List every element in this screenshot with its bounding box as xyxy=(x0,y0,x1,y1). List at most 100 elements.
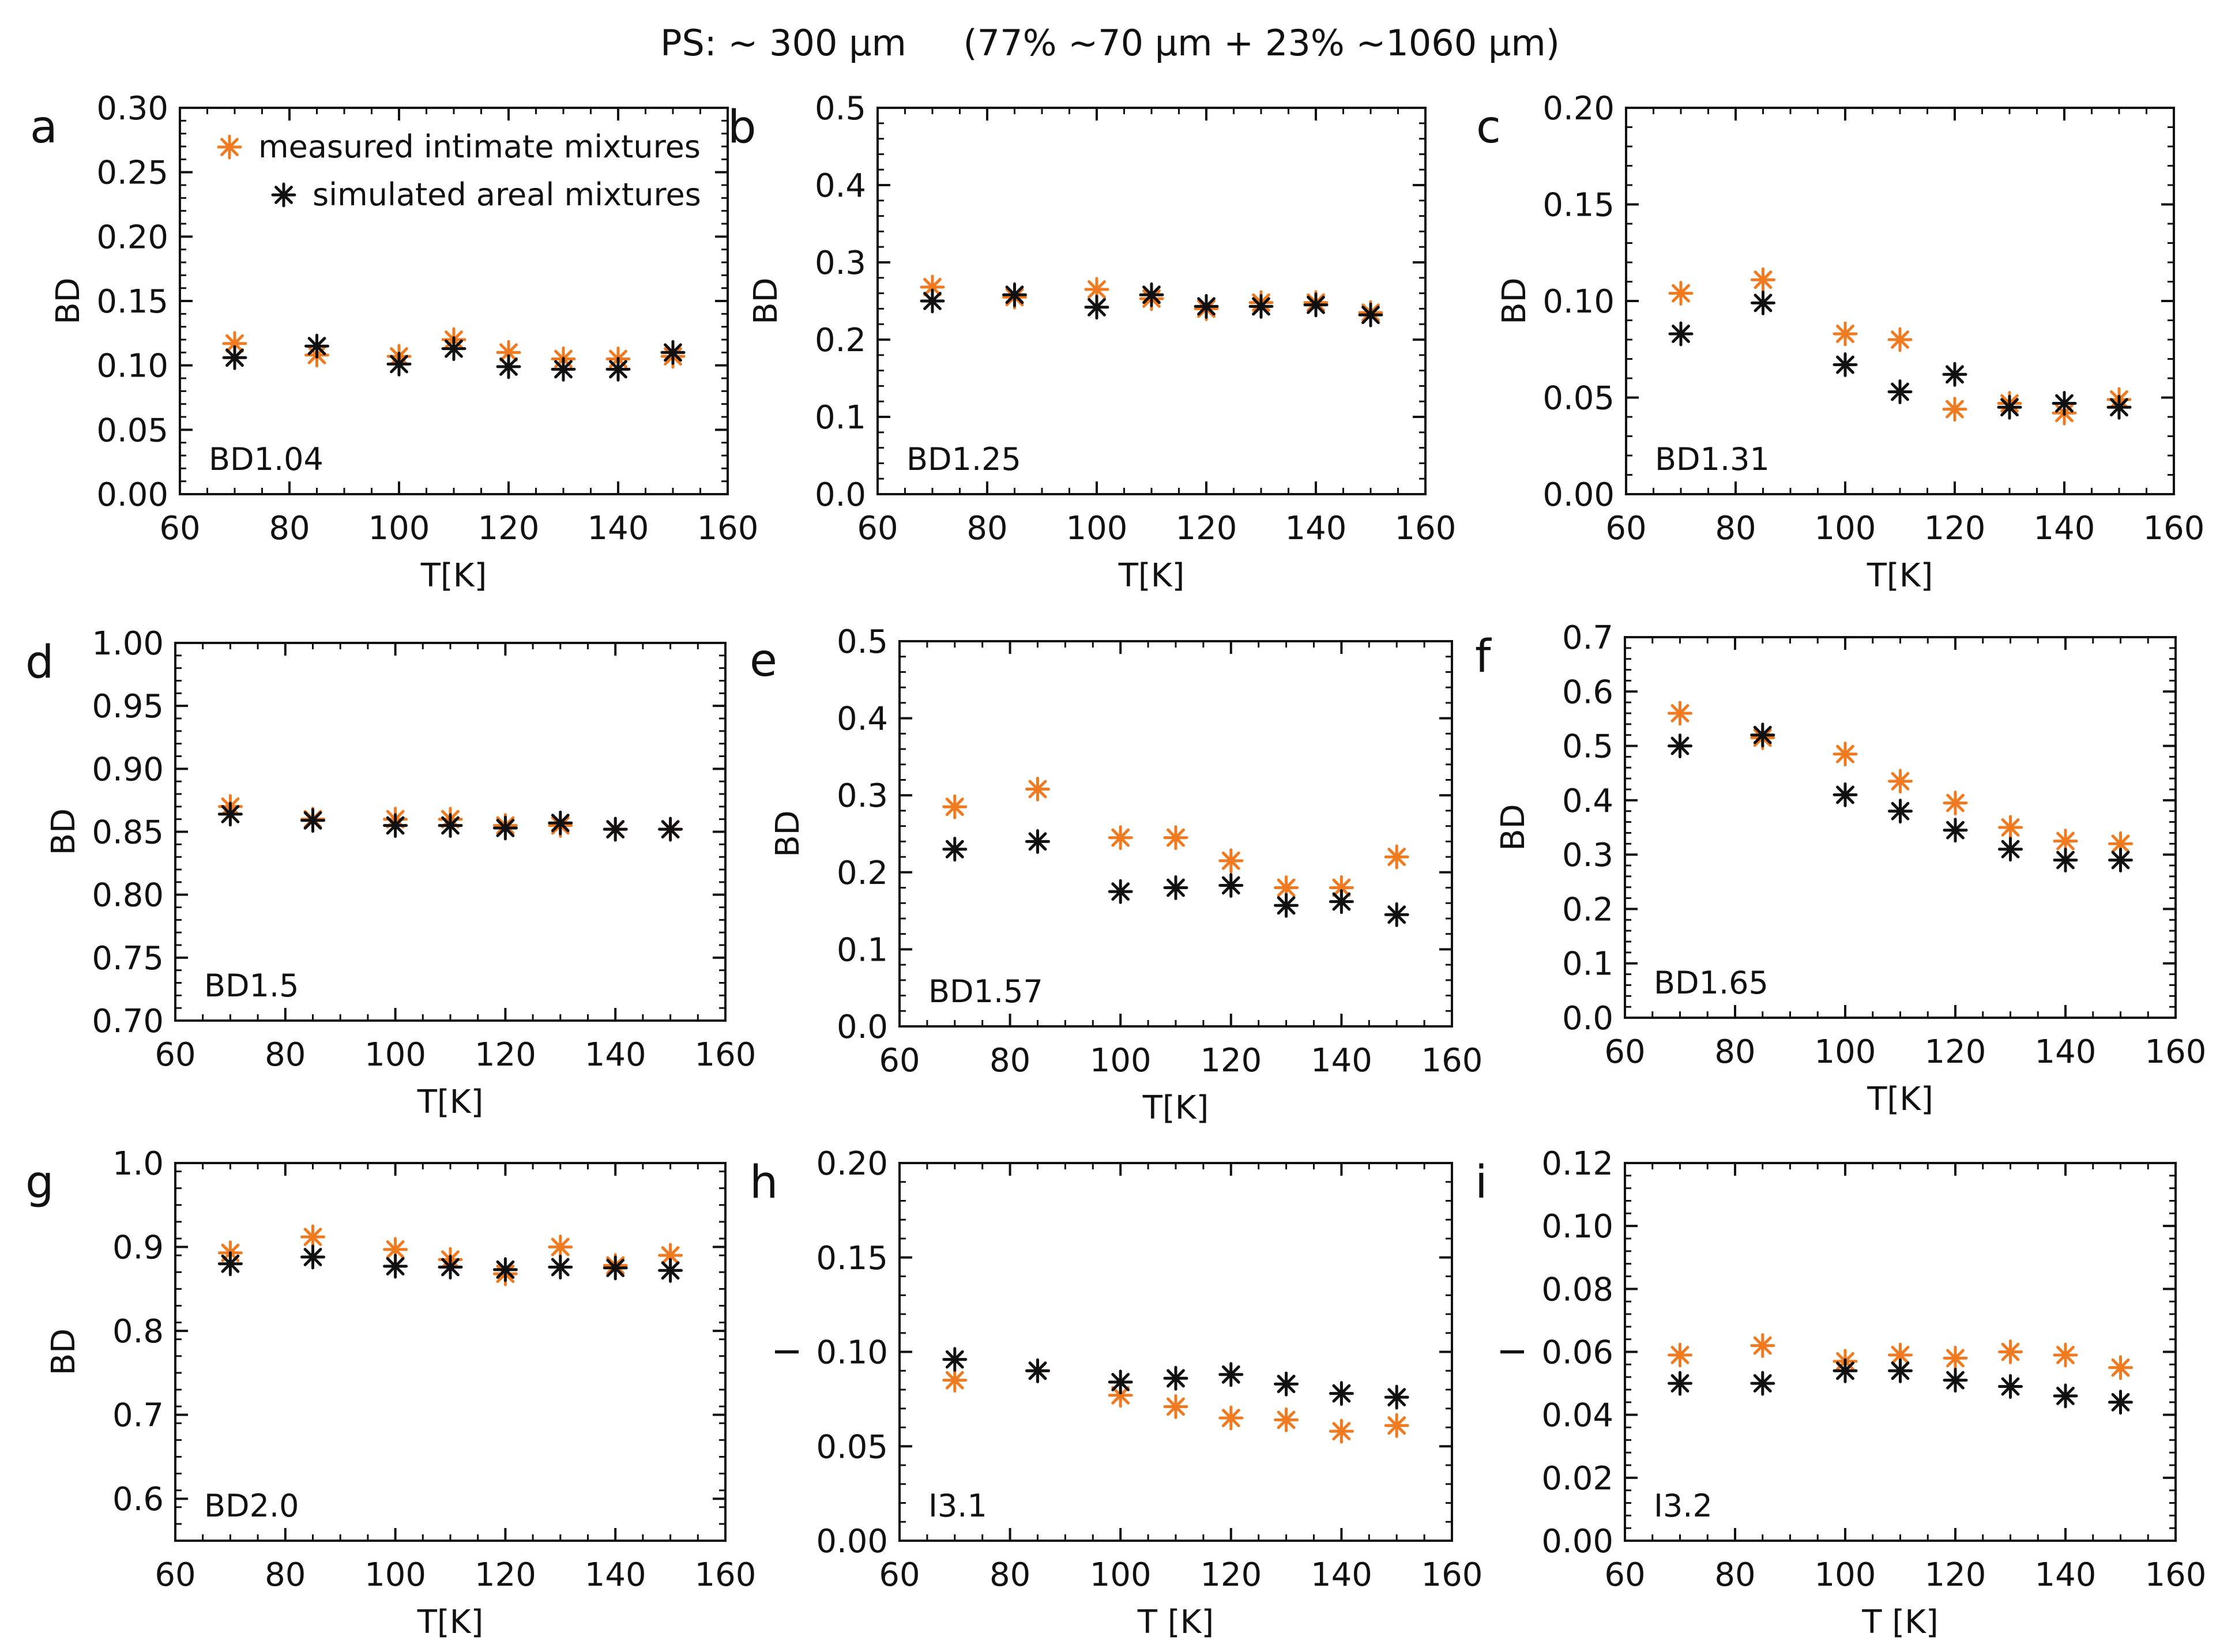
x-axis-label: T [K] xyxy=(1137,1604,1214,1641)
x-tick-label: 60 xyxy=(879,1556,920,1594)
measured-point xyxy=(1888,769,1913,794)
measured-point xyxy=(222,331,247,356)
x-tick-label: 140 xyxy=(1311,1042,1372,1079)
simulated-point xyxy=(920,288,945,314)
series-measured xyxy=(1668,701,2133,856)
simulated-point xyxy=(304,333,329,359)
simulated-point xyxy=(1943,1368,1968,1393)
simulated-point xyxy=(1274,893,1299,918)
series-simulated xyxy=(1668,722,2133,873)
panel-letter: a xyxy=(30,101,58,153)
simulated-point xyxy=(438,813,463,838)
simulated-point xyxy=(1997,394,2022,420)
y-tick-label: 0.06 xyxy=(1541,1334,1613,1372)
y-tick-label: 0.1 xyxy=(1562,946,1613,983)
x-tick-label: 60 xyxy=(155,1036,195,1074)
x-tick-label: 80 xyxy=(1714,1033,1755,1071)
simulated-point xyxy=(1002,282,1027,307)
panel-letter: f xyxy=(1475,631,1492,683)
simulated-point xyxy=(1887,379,1913,404)
simulated-point xyxy=(1139,282,1164,307)
x-tick-label: 100 xyxy=(364,1036,426,1074)
x-axis-label: T [K] xyxy=(1861,1604,1938,1641)
simulated-point xyxy=(496,354,521,379)
measured-point xyxy=(1833,321,1858,347)
y-tick-label: 0.05 xyxy=(1542,380,1615,417)
simulated-point xyxy=(1888,799,1913,824)
measured-point xyxy=(920,274,945,300)
panel-b: b 60 80 100 120 140 160 0.0 0.1 0.2 0.3 0.4 0.5 T[K] B… xyxy=(728,90,1456,594)
series-simulated xyxy=(217,1244,683,1283)
y-tick-label: 0.00 xyxy=(816,1523,888,1560)
y-tick-label: 0.10 xyxy=(96,348,168,385)
series-simulated xyxy=(1668,290,2132,420)
panel-h: h 60 80 100 120 140 160 0.00 0.05 0.10 0.15 0.20 T [… xyxy=(750,1145,1482,1641)
y-tick-label: 0.30 xyxy=(96,90,168,127)
simulated-point xyxy=(2053,848,2078,873)
x-tick-label: 140 xyxy=(2034,510,2095,547)
measured-point xyxy=(942,794,968,819)
simulated-point xyxy=(658,816,683,842)
simulated-point xyxy=(2106,394,2132,420)
measured-point xyxy=(1942,397,1967,422)
measured-point xyxy=(1668,701,1692,726)
y-axis-label: BD xyxy=(1495,804,1532,851)
simulated-point xyxy=(383,1254,408,1279)
x-tick-label: 60 xyxy=(1605,510,1646,547)
y-tick-label: 0.00 xyxy=(1542,476,1615,514)
panel-a: a 60 80 100 120 140 160 0.00 0.05 0.10 0.15 0.20 0.2… xyxy=(30,90,758,594)
panel-label: I3.1 xyxy=(928,1488,987,1524)
simulated-point xyxy=(1998,1374,2023,1399)
y-tick-label: 0.02 xyxy=(1541,1460,1613,1497)
series-simulated xyxy=(217,801,683,842)
series-simulated xyxy=(942,1347,1409,1410)
measured-point xyxy=(942,1368,968,1393)
plot-frame xyxy=(174,1162,727,1542)
x-tick-label: 80 xyxy=(1714,1556,1755,1594)
x-tick-label: 120 xyxy=(475,1556,536,1594)
y-axis-label: BD xyxy=(45,808,82,856)
measured-point xyxy=(496,340,521,365)
x-tick-label: 160 xyxy=(2145,1033,2207,1071)
simulated-point xyxy=(1163,875,1188,900)
legend: measured intimate mixtures simulated area… xyxy=(217,129,701,213)
y-tick-label: 0.1 xyxy=(815,399,866,436)
y-tick-label: 0.95 xyxy=(92,688,164,725)
y-tick-label: 0.7 xyxy=(112,1397,164,1435)
measured-point xyxy=(1274,875,1299,900)
simulated-point xyxy=(1025,829,1050,854)
simulated-point xyxy=(603,816,628,842)
simulated-point xyxy=(217,801,243,827)
simulated-point xyxy=(492,1257,518,1282)
panel-f: f 60 80 100 120 140 160 0.0 0.1 0.2 0.3 0.4 0.5 0.6 0.… xyxy=(1475,619,2206,1118)
panel-label: BD1.31 xyxy=(1655,441,1770,477)
x-tick-label: 160 xyxy=(697,510,759,547)
y-tick-label: 0.8 xyxy=(112,1313,164,1350)
y-tick-label: 0.0 xyxy=(1562,1000,1613,1037)
x-tick-label: 120 xyxy=(1200,1042,1262,1079)
x-tick-label: 100 xyxy=(1815,1033,1876,1071)
y-tick-label: 0.5 xyxy=(815,90,866,127)
x-tick-label: 100 xyxy=(1066,510,1128,547)
x-tick-label: 100 xyxy=(1815,510,1876,547)
y-tick-label: 0.20 xyxy=(1542,90,1615,127)
simulated-point xyxy=(605,356,631,382)
x-tick-label: 120 xyxy=(1925,1556,1986,1594)
simulated-point xyxy=(1329,1381,1354,1406)
panel-c: c 60 80 100 120 140 160 0.00 0.05 0.10 0.15 0.20 T[K… xyxy=(1476,90,2204,594)
x-tick-label: 60 xyxy=(159,510,200,547)
measured-point xyxy=(2108,831,2133,856)
y-tick-label: 0.2 xyxy=(837,855,888,892)
y-tick-label: 0.4 xyxy=(1562,782,1613,820)
x-tick-label: 80 xyxy=(265,1036,306,1074)
simulated-point xyxy=(1668,1371,1692,1396)
measured-point xyxy=(1163,825,1188,851)
x-tick-label: 100 xyxy=(1090,1042,1152,1079)
y-tick-label: 0.04 xyxy=(1541,1397,1613,1435)
plot-frame xyxy=(1624,636,2177,1019)
simulated-point xyxy=(1668,733,1692,759)
y-tick-label: 0.10 xyxy=(1541,1208,1613,1245)
measured-point xyxy=(1084,277,1109,302)
panel-label: BD1.25 xyxy=(906,441,1021,477)
